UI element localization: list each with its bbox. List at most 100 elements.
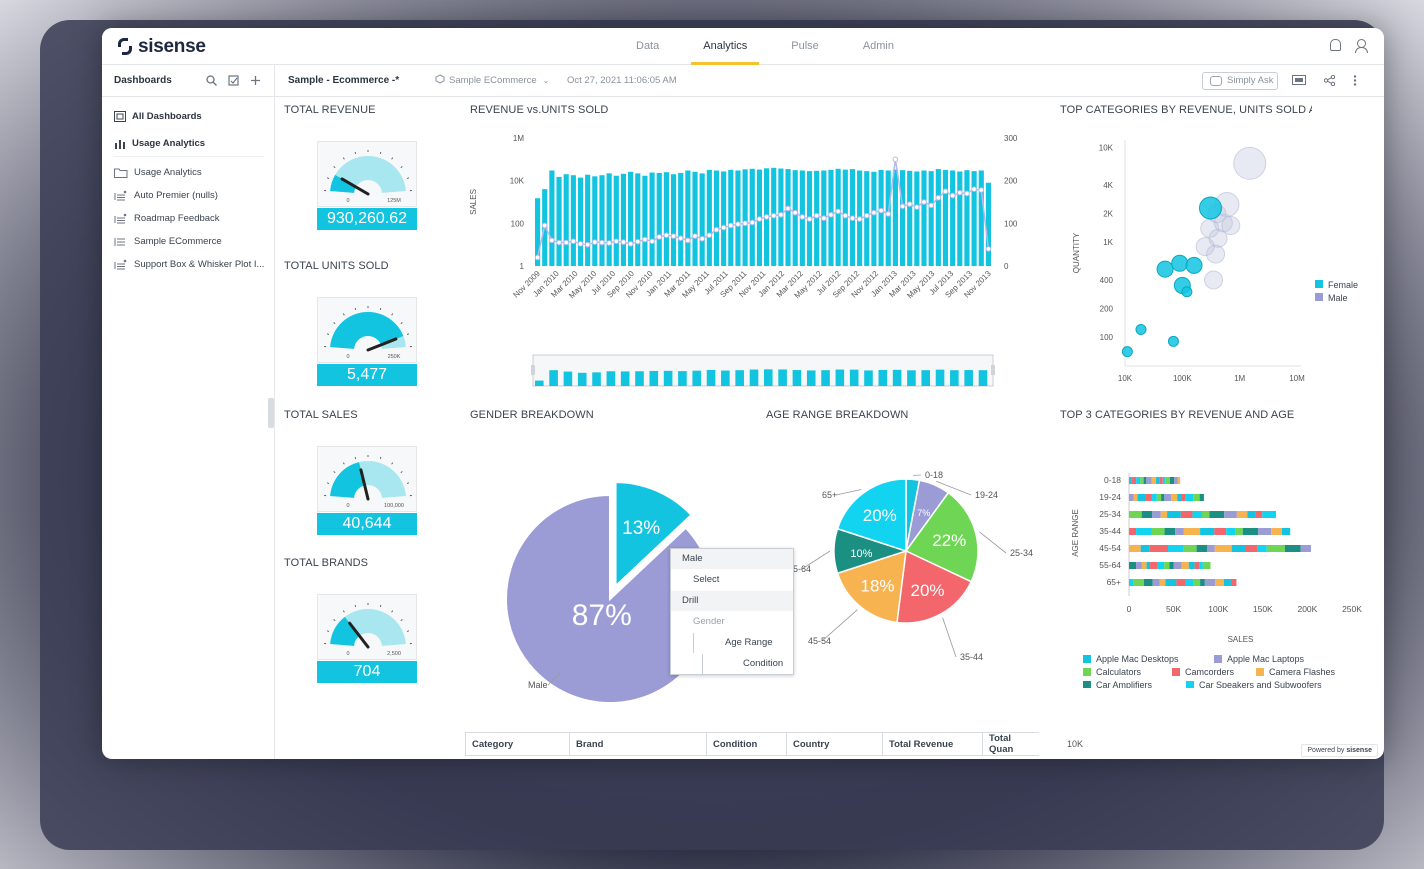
y-tick-label: 35-44	[1099, 526, 1121, 536]
legend-swatch	[1315, 280, 1323, 288]
leader-line	[936, 480, 972, 496]
revenue-bar	[792, 170, 798, 266]
revenue-bar	[785, 169, 791, 266]
legend-swatch	[1172, 668, 1180, 676]
bell-icon[interactable]	[1330, 39, 1341, 51]
stacked-bar-segment	[1149, 545, 1168, 552]
tab-data[interactable]: Data	[636, 40, 660, 52]
sidebar-item-usage-analytics-folder[interactable]: Usage Analytics	[114, 138, 205, 149]
sidebar-item-all-dashboards[interactable]: All Dashboards	[114, 111, 202, 122]
revenue-chart-title: REVENUE vs.UNITS SOLD	[470, 104, 609, 116]
male-point	[1221, 216, 1241, 236]
x-tick-label: 100K	[1208, 604, 1228, 614]
column-condition[interactable]: Condition	[706, 732, 787, 756]
powered-by-logo: sisense	[1346, 747, 1372, 754]
column-total-quantity[interactable]: Total Quan	[982, 732, 1039, 756]
quantity-point	[663, 232, 670, 239]
quantity-point	[620, 239, 627, 245]
sidebar-item-sample-ecommerce[interactable]: Sample ECommerce	[114, 236, 222, 247]
gauge-value: 40,644	[317, 513, 417, 535]
stacked-bar-segment	[1284, 545, 1301, 552]
dashboard-name[interactable]: Sample - Ecommerce -*	[288, 75, 400, 86]
gauge-tick	[354, 604, 357, 607]
top3-bar-chart[interactable]: AGE RANGE 0-18 19-24 25-34 35-44 45-54 55-64 65…	[1062, 433, 1382, 688]
quantity-point	[570, 238, 577, 245]
y-tick-label: 1	[520, 262, 525, 271]
stacked-bar-segment	[1214, 545, 1232, 552]
column-total-revenue[interactable]: Total Revenue	[882, 732, 983, 756]
context-menu-age-range[interactable]: Age Range	[693, 633, 793, 653]
datasource-selector[interactable]: Sample ECommerce ⌄	[435, 65, 549, 97]
stacked-bar-segment	[1245, 545, 1258, 552]
sidebar-item-roadmap-feedback[interactable]: Roadmap Feedback	[114, 213, 220, 224]
sidebar-resize-handle[interactable]	[268, 398, 274, 428]
female-point	[1156, 260, 1174, 278]
y-axis-label: SALES	[469, 189, 478, 215]
quantity-point	[828, 212, 834, 218]
stacked-bar-segment	[1231, 545, 1246, 552]
scatter-chart[interactable]: 10K 4K 2K 1K 400 200 100 10K 100K 1M 10M QUANTITY Fe…	[1062, 128, 1382, 398]
revenue-bar	[985, 182, 991, 266]
stacked-bar-segment	[1175, 528, 1184, 535]
context-menu-select[interactable]: Select	[693, 574, 720, 585]
leader-line	[821, 609, 858, 642]
simply-ask-button[interactable]: Simply Ask	[1202, 72, 1278, 90]
stacked-bar-segment	[1242, 528, 1259, 535]
context-menu-condition[interactable]: Condition	[702, 654, 793, 674]
stacked-bar-segment	[1156, 477, 1160, 484]
quantity-point	[706, 232, 713, 239]
quantity-point	[685, 237, 691, 244]
quantity-point	[677, 235, 684, 242]
tab-analytics[interactable]: Analytics	[681, 28, 769, 65]
share-icon[interactable]	[1324, 75, 1335, 86]
user-icon[interactable]	[1355, 39, 1368, 53]
revenue-bar	[735, 170, 741, 266]
gauge-tick	[406, 482, 410, 484]
revenue-bar	[620, 173, 627, 266]
quantity-point	[785, 205, 791, 212]
pie-category-label: 45-54	[808, 636, 831, 646]
edit-icon[interactable]	[228, 75, 239, 86]
quantity-point	[713, 226, 720, 233]
column-country[interactable]: Country	[786, 732, 883, 756]
stacked-bar-segment	[1255, 511, 1263, 518]
revenue-bar	[978, 170, 984, 266]
context-menu-drill[interactable]: Drill	[671, 591, 793, 611]
search-icon[interactable]	[206, 75, 217, 86]
legend-label: Female	[1328, 280, 1358, 290]
sidebar-item-auto-premier[interactable]: Auto Premier (nulls)	[114, 190, 218, 201]
powered-by-label: Powered by	[1307, 747, 1345, 754]
more-icon[interactable]	[1353, 75, 1357, 86]
gauge-fill	[330, 312, 404, 349]
navigator-handle-left	[531, 365, 535, 375]
add-icon[interactable]	[250, 75, 261, 86]
stacked-bar-segment	[1200, 528, 1215, 535]
sidebar-item-usage-analytics[interactable]: Usage Analytics	[114, 167, 202, 178]
sidebar-item-support-box[interactable]: Support Box & Whisker Plot I...	[114, 259, 264, 270]
age-pie-chart[interactable]: 0-18 7% 19-24 22% 25-34 20% 35-44 18% 45-54 10% 55…	[782, 448, 1042, 668]
gauge-widget[interactable]: TOTAL BRANDS 0 2,500 704	[284, 557, 444, 697]
pdf-icon[interactable]	[1292, 75, 1306, 85]
tab-admin[interactable]: Admin	[862, 40, 894, 52]
gauge-min: 0	[346, 354, 349, 360]
gauge-dial: 0 100,000	[317, 446, 417, 512]
revenue-bar	[749, 168, 755, 266]
female-point	[1181, 286, 1193, 298]
logo[interactable]: sisense	[116, 36, 206, 58]
x-tick-label: 100K	[1173, 374, 1192, 383]
gauge-widget[interactable]: TOTAL REVENUE 0 125M 930,260.62	[284, 104, 444, 244]
gauge-tick	[406, 630, 410, 632]
tab-pulse[interactable]: Pulse	[791, 40, 819, 52]
quantity-point	[749, 219, 756, 226]
gauge-widget[interactable]: TOTAL UNITS SOLD 0 250K 5,477	[284, 260, 444, 400]
column-brand[interactable]: Brand	[569, 732, 707, 756]
revenue-bar	[577, 177, 584, 266]
stacked-bar-segment	[1177, 494, 1182, 501]
gauge-widget[interactable]: TOTAL SALES 0 100,000 40,644	[284, 409, 444, 549]
stacked-bar-segment	[1215, 579, 1224, 586]
column-category[interactable]: Category	[465, 732, 570, 756]
stacked-bar-segment	[1146, 562, 1151, 569]
gauge-needle	[359, 468, 370, 501]
